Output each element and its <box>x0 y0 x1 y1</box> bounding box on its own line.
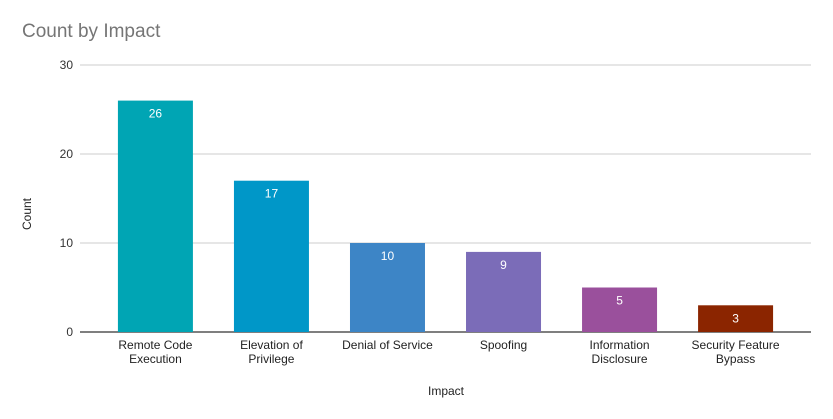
y-axis-title: Count <box>20 197 34 230</box>
gridlines <box>80 64 811 333</box>
bar <box>233 180 309 332</box>
data-label: 10 <box>381 249 395 263</box>
x-tick-label: Elevation of Privilege <box>240 338 303 366</box>
data-label: 17 <box>265 187 279 201</box>
x-tick-label: Security Feature Bypass <box>692 338 780 366</box>
x-axis-title: Impact <box>428 384 465 398</box>
y-tick-label: 20 <box>60 147 74 161</box>
x-tick-label: Remote Code Execution <box>118 338 192 366</box>
x-tick-label: Information Disclosure <box>590 338 650 366</box>
x-axis-categories: Remote Code Execution Elevation of Privileg… <box>118 338 780 366</box>
bar <box>349 243 425 332</box>
chart-title: Count by Impact <box>22 21 161 42</box>
data-label: 26 <box>149 107 163 121</box>
y-tick-label: 10 <box>60 236 74 250</box>
data-label: 3 <box>732 311 739 325</box>
y-axis-ticks: 0 10 20 30 <box>60 58 74 339</box>
y-tick-label: 30 <box>60 58 74 72</box>
bar <box>698 305 774 332</box>
bars: 26 17 10 9 5 3 <box>117 100 774 332</box>
bar <box>466 251 542 332</box>
bar <box>117 100 193 332</box>
bar <box>582 287 658 332</box>
x-tick-label: Denial of Service <box>342 338 433 352</box>
data-label: 9 <box>500 258 507 272</box>
data-label: 5 <box>616 294 623 308</box>
x-tick-label: Spoofing <box>480 338 527 352</box>
y-tick-label: 0 <box>66 325 73 339</box>
